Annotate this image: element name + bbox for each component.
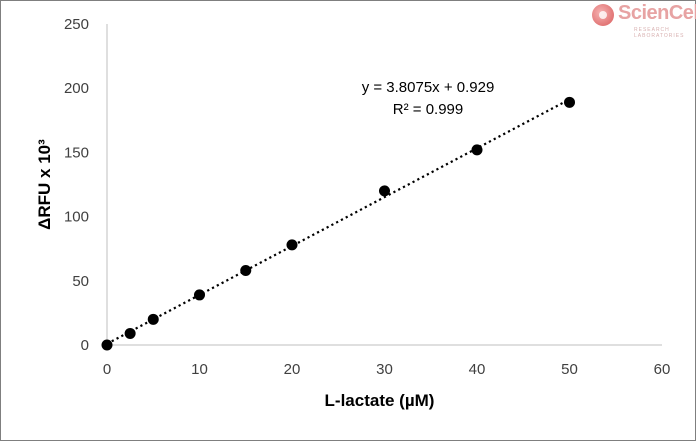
x-tick-label: 20	[284, 361, 301, 378]
y-tick-label: 150	[64, 144, 89, 161]
data-point	[147, 313, 159, 325]
x-tick-label: 50	[561, 361, 578, 378]
logo-mark-icon	[592, 4, 614, 26]
y-tick-label: 0	[81, 337, 89, 354]
logo-subtitle: RESEARCH LABORATORIES	[634, 27, 685, 39]
y-tick-label: 50	[72, 273, 89, 290]
x-axis-title: L-lactate (µM)	[325, 391, 435, 410]
trendline	[106, 98, 571, 345]
data-point	[471, 144, 483, 156]
logo-text: ScienCell	[618, 2, 696, 24]
data-point	[379, 185, 390, 197]
data-point	[564, 96, 575, 108]
r-squared-annotation: R² = 0.999	[393, 101, 463, 118]
x-tick-label: 40	[469, 361, 486, 378]
y-tick-label: 250	[64, 16, 89, 33]
data-point	[286, 239, 298, 251]
sciencell-logo: ScienCell RESEARCH LABORATORIES	[590, 2, 696, 39]
data-point	[101, 339, 113, 351]
y-axis-title: ΔRFU x 10³	[35, 139, 54, 230]
x-tick-label: 30	[376, 361, 393, 378]
data-point	[194, 289, 205, 301]
data-point	[240, 265, 252, 277]
y-tick-label: 200	[64, 80, 89, 97]
x-tick-label: 10	[191, 361, 208, 378]
x-tick-label: 0	[103, 361, 111, 378]
data-point	[124, 327, 136, 339]
equation-annotation: y = 3.8075x + 0.929	[362, 79, 495, 96]
y-tick-label: 100	[64, 209, 89, 226]
x-tick-label: 60	[654, 361, 671, 378]
